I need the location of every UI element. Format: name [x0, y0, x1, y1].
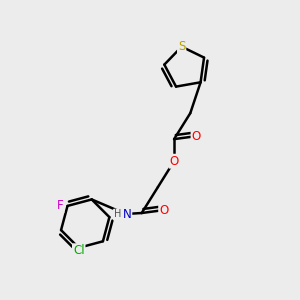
Text: S: S [178, 40, 185, 53]
Text: F: F [57, 200, 64, 212]
Text: H: H [114, 209, 121, 220]
Text: O: O [169, 155, 179, 168]
Text: Cl: Cl [73, 244, 85, 257]
Text: O: O [191, 130, 201, 143]
Text: O: O [159, 204, 168, 217]
Text: N: N [123, 208, 131, 221]
